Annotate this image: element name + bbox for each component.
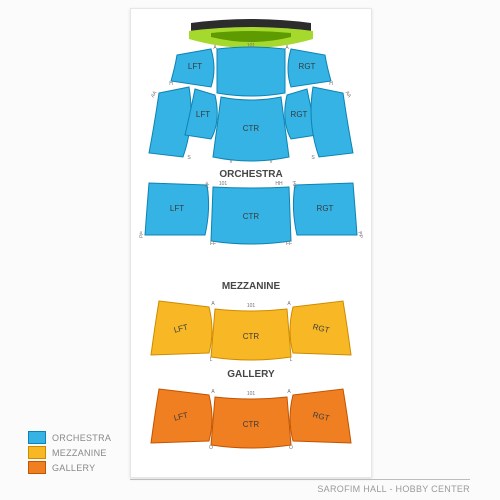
venue-title: SAROFIM HALL - HOBBY CENTER — [317, 484, 470, 494]
legend-label-gallery: GALLERY — [52, 463, 95, 473]
label-orch-mid-ctr: CTR — [243, 124, 260, 133]
svg-text:A: A — [211, 301, 215, 307]
svg-text:A: A — [287, 389, 291, 395]
svg-text:S: S — [311, 155, 315, 161]
mezzanine: LFT CTR RGT — [151, 301, 351, 360]
legend-row-mezzanine: MEZZANINE — [28, 446, 111, 459]
seating-card: LFT RGT LFT CTR RGT ORCHESTRA LFT CTR RG… — [130, 8, 372, 478]
svg-text:A: A — [287, 301, 291, 307]
label-gal-ctr: CTR — [243, 420, 260, 429]
seating-svg: LFT RGT LFT CTR RGT ORCHESTRA LFT CTR RG… — [131, 9, 371, 477]
orchestra-rear: LFT CTR RGT — [145, 183, 357, 244]
svg-text:L: L — [210, 357, 213, 363]
legend-label-mezzanine: MEZZANINE — [52, 448, 107, 458]
label-orch-rear-ctr: CTR — [243, 212, 260, 221]
svg-text:O: O — [209, 445, 213, 451]
legend-swatch-gallery — [28, 461, 46, 474]
label-orch-rear-lft: LFT — [170, 204, 184, 213]
legend-swatch-mezzanine — [28, 446, 46, 459]
legend: ORCHESTRA MEZZANINE GALLERY — [28, 431, 111, 476]
legend-row-gallery: GALLERY — [28, 461, 111, 474]
svg-text:101: 101 — [219, 181, 228, 187]
svg-text:FF: FF — [210, 241, 216, 247]
svg-text:A: A — [285, 45, 289, 51]
svg-text:S: S — [187, 155, 191, 161]
svg-text:HH: HH — [275, 181, 283, 187]
svg-text:FF: FF — [286, 241, 292, 247]
footer-divider — [130, 479, 470, 480]
orchestra-title: ORCHESTRA — [219, 169, 282, 180]
orch-front-ctr[interactable] — [217, 47, 285, 96]
label-orch-mid-rgt: RGT — [291, 110, 308, 119]
mezzanine-title: MEZZANINE — [222, 281, 281, 292]
gallery: LFT CTR RGT — [151, 389, 351, 448]
orchestra-mid: LFT CTR RGT — [149, 87, 353, 161]
svg-text:HH: HH — [290, 181, 297, 190]
svg-text:PP: PP — [138, 230, 145, 238]
label-mezz-ctr: CTR — [243, 332, 260, 341]
legend-label-orchestra: ORCHESTRA — [52, 433, 111, 443]
svg-text:101: 101 — [247, 303, 256, 309]
svg-text:H: H — [169, 81, 173, 87]
svg-text:AA: AA — [344, 90, 353, 99]
label-orch-front-rgt: RGT — [299, 62, 316, 71]
svg-text:H: H — [329, 81, 333, 87]
legend-row-orchestra: ORCHESTRA — [28, 431, 111, 444]
label-orch-front-lft: LFT — [188, 62, 202, 71]
svg-text:PP: PP — [356, 231, 363, 239]
svg-text:A: A — [211, 389, 215, 395]
label-orch-mid-lft: LFT — [196, 110, 210, 119]
svg-text:O: O — [289, 445, 293, 451]
svg-text:FF: FF — [205, 181, 212, 188]
svg-text:101: 101 — [247, 391, 256, 397]
svg-text:AA: AA — [150, 90, 159, 99]
label-orch-rear-rgt: RGT — [317, 204, 334, 213]
legend-swatch-orchestra — [28, 431, 46, 444]
svg-text:L: L — [290, 357, 293, 363]
svg-text:101: 101 — [247, 43, 256, 49]
gallery-title: GALLERY — [227, 369, 275, 380]
